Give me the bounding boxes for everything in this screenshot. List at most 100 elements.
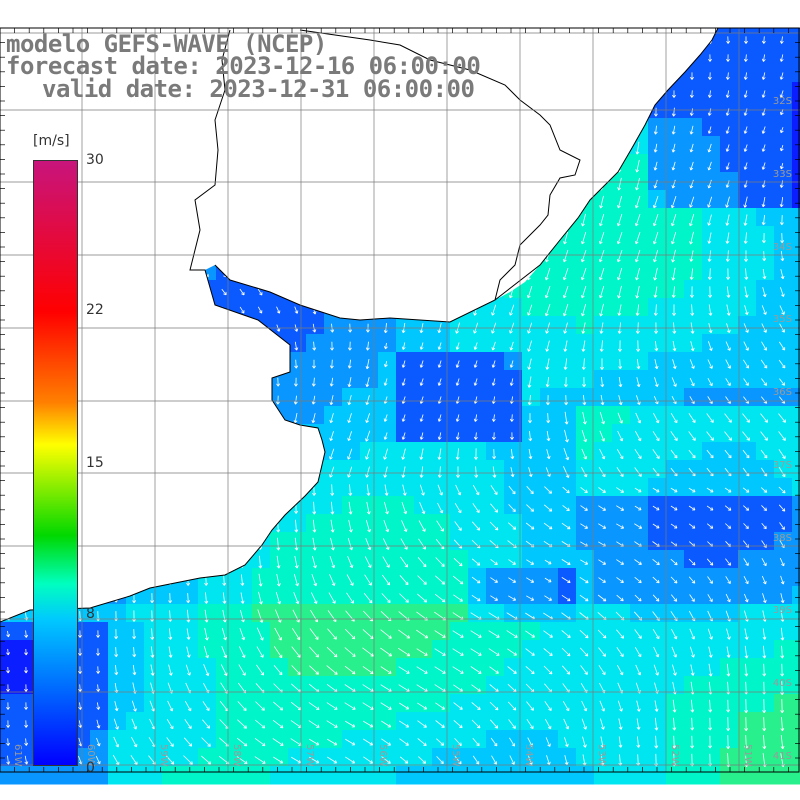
wind-cell: [270, 136, 289, 155]
wind-cell: [612, 172, 631, 191]
wind-arrow: [582, 141, 587, 155]
wind-arrow: [580, 559, 589, 565]
wind-arrow: [184, 700, 192, 712]
wind-cell: [792, 640, 800, 659]
wind-arrow: [510, 449, 515, 460]
wind-arrow: [616, 448, 624, 460]
wind-cell: [612, 658, 631, 677]
wind-arrow: [275, 143, 281, 153]
wind-arrow: [561, 665, 571, 675]
wind-arrow: [778, 413, 786, 423]
wind-cell: [648, 388, 667, 407]
wind-cell: [522, 100, 541, 119]
wind-arrow: [654, 735, 659, 749]
wind-arrow: [344, 647, 356, 657]
wind-cell: [360, 658, 379, 677]
wind-cell: [684, 406, 703, 425]
wind-cell: [666, 568, 685, 587]
wind-cell: [414, 532, 433, 551]
wind-cell: [684, 442, 703, 461]
wind-cell: [126, 370, 145, 389]
wind-arrow: [653, 267, 658, 281]
wind-cell: [702, 568, 721, 587]
wind-cell: [522, 568, 541, 587]
wind-arrow: [222, 360, 227, 368]
wind-cell: [396, 334, 415, 353]
wind-arrow: [311, 234, 317, 242]
wind-cell: [468, 280, 487, 299]
wind-cell: [450, 730, 469, 749]
wind-arrow: [600, 88, 605, 100]
wind-cell: [126, 298, 145, 317]
wind-cell: [468, 406, 487, 425]
wind-cell: [774, 64, 793, 83]
wind-cell: [306, 262, 325, 281]
wind-cell: [234, 244, 253, 263]
wind-arrow: [581, 700, 588, 712]
wind-cell: [522, 334, 541, 353]
wind-cell: [684, 280, 703, 299]
wind-cell: [306, 514, 325, 533]
wind-arrow: [186, 646, 191, 658]
wind-cell: [612, 550, 631, 569]
wind-cell: [774, 46, 793, 65]
wind-arrow: [185, 306, 191, 314]
wind-cell: [648, 712, 667, 731]
wind-cell: [522, 694, 541, 713]
wind-cell: [126, 136, 145, 155]
wind-arrow: [528, 142, 533, 154]
wind-arrow: [779, 127, 784, 134]
wind-arrow: [473, 160, 480, 172]
wind-cell: [126, 676, 145, 695]
wind-cell: [288, 622, 307, 641]
wind-cell: [342, 478, 361, 497]
wind-cell: [738, 586, 757, 605]
wind-arrow: [275, 107, 281, 117]
wind-cell: [522, 208, 541, 227]
wind-arrow: [438, 214, 443, 226]
wind-cell: [702, 406, 721, 425]
wind-cell: [306, 190, 325, 209]
wind-cell: [774, 766, 793, 785]
wind-arrow: [438, 250, 443, 262]
wind-arrow: [528, 431, 533, 442]
wind-arrow: [382, 538, 390, 550]
wind-arrow: [616, 505, 625, 511]
wind-cell: [612, 190, 631, 209]
wind-arrow: [204, 106, 209, 118]
wind-arrow: [470, 666, 482, 674]
wind-cell: [558, 46, 577, 65]
wind-cell: [540, 766, 559, 785]
wind-arrow: [563, 89, 569, 99]
wind-arrow: [653, 395, 659, 405]
wind-arrow: [672, 90, 676, 98]
wind-cell: [594, 586, 613, 605]
wind-cell: [630, 406, 649, 425]
wind-arrow: [203, 306, 209, 314]
wind-cell: [234, 514, 253, 533]
wind-cell: [720, 28, 739, 47]
wind-arrow: [671, 646, 677, 658]
wind-arrow: [688, 558, 696, 566]
wind-cell: [252, 352, 271, 371]
wind-arrow: [726, 717, 731, 732]
wind-cell: [630, 442, 649, 461]
wind-cell: [702, 694, 721, 713]
wind-arrow: [257, 198, 263, 206]
wind-cell: [558, 604, 577, 623]
wind-arrow: [509, 737, 515, 747]
wind-cell: [684, 298, 703, 317]
wind-cell: [360, 226, 379, 245]
wind-arrow: [222, 520, 227, 532]
wind-cell: [774, 370, 793, 389]
wind-arrow: [546, 431, 551, 442]
wind-cell: [666, 244, 685, 263]
wind-arrow: [416, 629, 429, 639]
wind-arrow: [150, 610, 155, 622]
wind-cell: [18, 82, 37, 101]
wind-arrow: [24, 702, 28, 710]
wind-arrow: [528, 195, 532, 209]
wind-arrow: [203, 288, 209, 296]
wind-arrow: [527, 231, 532, 245]
wind-cell: [252, 118, 271, 137]
